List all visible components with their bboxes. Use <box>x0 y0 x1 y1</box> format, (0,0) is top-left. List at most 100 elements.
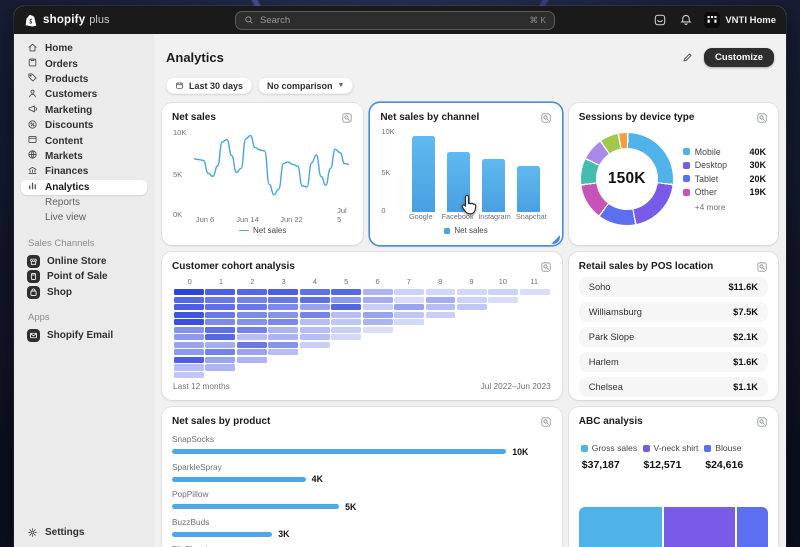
shopify-logo[interactable]: shopify plus <box>24 13 164 28</box>
cohort-cell[interactable] <box>174 349 204 356</box>
cohort-cell[interactable] <box>362 311 393 318</box>
cohort-cell[interactable] <box>268 311 299 318</box>
cohort-cell[interactable] <box>236 319 267 326</box>
cohort-cell[interactable] <box>299 326 330 333</box>
card-cohort-analysis[interactable]: Customer cohort analysis 0 1 2 3 4 5 6 7 8 9 10 11 … <box>162 252 562 400</box>
cohort-cell[interactable] <box>268 341 299 348</box>
cohort-cell[interactable] <box>174 356 204 363</box>
cohort-cell[interactable] <box>394 319 424 326</box>
cohort-cell[interactable] <box>362 319 393 326</box>
cohort-cell[interactable] <box>456 296 487 303</box>
cohort-cell[interactable] <box>331 326 362 333</box>
card-net-sales[interactable]: Net sales 10K 5K 0K Jun 6 Jun 14 Jun 22 Jul 5 … <box>162 103 364 245</box>
sidebar-item-content[interactable]: Content <box>21 133 147 148</box>
cohort-cell[interactable] <box>174 304 204 311</box>
cohort-cell[interactable] <box>331 311 362 318</box>
cohort-cell[interactable] <box>268 296 299 303</box>
sidebar-item-settings[interactable]: Settings <box>21 525 147 540</box>
cohort-cell[interactable] <box>268 304 299 311</box>
cohort-cell[interactable] <box>174 326 204 333</box>
cohort-cell[interactable] <box>488 289 519 296</box>
cohort-cell[interactable] <box>205 326 236 333</box>
global-search[interactable]: ⌘ K <box>235 10 555 30</box>
cohort-cell[interactable] <box>174 296 204 303</box>
sidebar-item-products[interactable]: Products <box>21 72 147 87</box>
explore-report-icon[interactable] <box>756 111 768 123</box>
cohort-cell[interactable] <box>174 334 204 341</box>
cohort-cell[interactable] <box>236 304 267 311</box>
cohort-cell[interactable] <box>299 334 330 341</box>
net-sales-line-chart[interactable]: 10K 5K 0K Jun 6 Jun 14 Jun 22 Jul 5 <box>173 127 351 224</box>
cohort-cell[interactable] <box>362 296 393 303</box>
device-donut-chart[interactable]: 150K <box>580 133 673 225</box>
sidebar-item-analytics[interactable]: Analytics <box>21 179 147 195</box>
sidebar-item-home[interactable]: Home <box>21 41 147 56</box>
bar-instagram[interactable] <box>476 129 511 212</box>
cohort-cell[interactable] <box>205 311 236 318</box>
edit-button[interactable] <box>681 50 695 64</box>
explore-report-icon[interactable] <box>540 260 552 272</box>
cohort-cell[interactable] <box>174 311 204 318</box>
cohort-cell[interactable] <box>174 341 204 348</box>
cohort-cell[interactable] <box>205 289 236 296</box>
cohort-cell[interactable] <box>268 334 299 341</box>
bar-facebook[interactable] <box>441 129 476 212</box>
explore-report-icon[interactable] <box>756 415 768 427</box>
cohort-cell[interactable] <box>331 304 362 311</box>
cohort-cell[interactable] <box>425 296 456 303</box>
sidebar-item-point-of-sale[interactable]: Point of Sale <box>21 269 147 284</box>
cohort-cell[interactable] <box>362 289 393 296</box>
comparison-filter[interactable]: No comparison ▼ <box>258 77 354 94</box>
explore-report-icon[interactable] <box>341 111 353 123</box>
inbox-button[interactable] <box>652 12 668 28</box>
sidebar-item-customers[interactable]: Customers <box>21 87 147 102</box>
cohort-cell[interactable] <box>268 349 299 356</box>
cohort-cell[interactable] <box>331 289 362 296</box>
explore-report-icon[interactable] <box>540 415 552 427</box>
sidebar-item-shopify-email[interactable]: Shopify Email <box>21 328 147 343</box>
sidebar-item-live-view[interactable]: Live view <box>45 212 87 224</box>
cohort-cell[interactable] <box>236 341 267 348</box>
sidebar-item-finances[interactable]: Finances <box>21 164 147 179</box>
cohort-cell[interactable] <box>394 311 424 318</box>
cohort-cell[interactable] <box>488 296 519 303</box>
sidebar-item-markets[interactable]: Markets <box>21 149 147 164</box>
cohort-cell[interactable] <box>331 319 362 326</box>
cohort-cell[interactable] <box>362 326 393 333</box>
abc-bar-segment[interactable] <box>578 507 663 547</box>
cohort-cell[interactable] <box>425 311 456 318</box>
cohort-cell[interactable] <box>205 304 236 311</box>
abc-bar-segment[interactable] <box>736 507 768 547</box>
cohort-cell[interactable] <box>174 319 204 326</box>
explore-report-icon[interactable] <box>540 111 552 123</box>
cohort-cell[interactable] <box>205 364 236 371</box>
customize-button[interactable]: Customize <box>703 47 774 67</box>
cohort-cell[interactable] <box>456 304 487 311</box>
account-menu[interactable]: VNTI Home <box>704 12 776 28</box>
cohort-cell[interactable] <box>519 289 550 296</box>
cohort-cell[interactable] <box>205 341 236 348</box>
card-net-sales-by-product[interactable]: Net sales by product SnapSocks 10K Sparkl… <box>162 407 562 547</box>
cohort-cell[interactable] <box>236 326 267 333</box>
cohort-cell[interactable] <box>456 289 487 296</box>
cohort-cell[interactable] <box>299 341 330 348</box>
sidebar-item-reports[interactable]: Reports <box>45 197 81 209</box>
cohort-cell[interactable] <box>425 304 456 311</box>
date-range-filter[interactable]: Last 30 days <box>166 77 253 94</box>
cohort-cell[interactable] <box>394 304 424 311</box>
cohort-cell[interactable] <box>394 296 424 303</box>
cohort-cell[interactable] <box>394 289 424 296</box>
cohort-cell[interactable] <box>299 311 330 318</box>
cohort-cell[interactable] <box>174 289 204 296</box>
cohort-heatmap[interactable] <box>174 289 550 379</box>
cohort-cell[interactable] <box>174 372 204 379</box>
cohort-cell[interactable] <box>205 296 236 303</box>
cohort-cell[interactable] <box>236 334 267 341</box>
card-net-sales-by-channel[interactable]: Net sales by channel Google Facebook Insta… <box>370 103 562 245</box>
cohort-cell[interactable] <box>205 356 236 363</box>
sidebar-item-orders[interactable]: Orders <box>21 56 147 71</box>
bar-google[interactable] <box>406 129 441 212</box>
abc-stacked-bar[interactable] <box>578 507 768 547</box>
cohort-cell[interactable] <box>205 319 236 326</box>
legend-more-link[interactable]: +4 more <box>694 201 726 212</box>
